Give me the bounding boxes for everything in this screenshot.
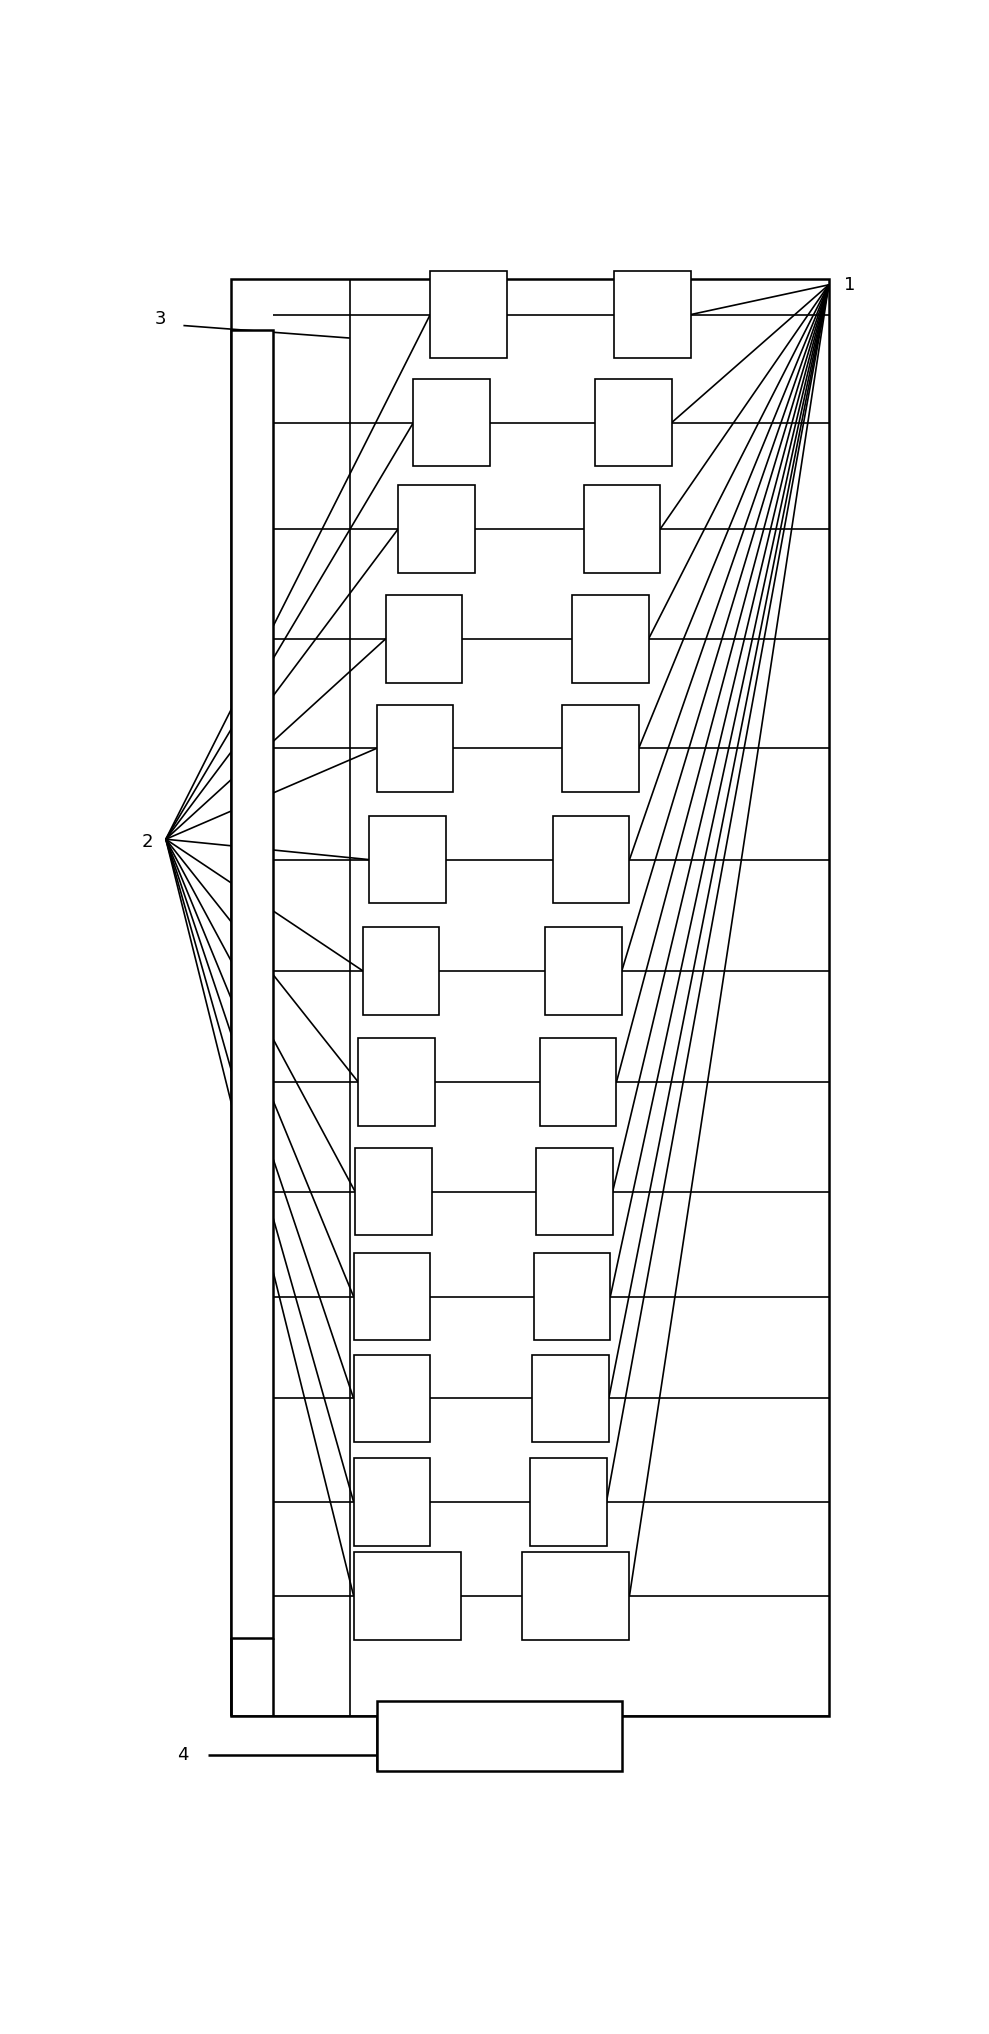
Bar (369, 816, 446, 903)
Bar (354, 1458, 430, 1546)
Bar (355, 1147, 432, 1235)
Bar (377, 704, 453, 791)
Bar (363, 928, 439, 1015)
Bar (398, 486, 475, 574)
Bar (540, 1037, 616, 1127)
Bar (358, 1037, 435, 1127)
Bar (595, 378, 672, 466)
Bar (545, 928, 622, 1015)
Text: 3: 3 (154, 311, 166, 327)
Bar (231, 330, 273, 1637)
Bar (532, 1355, 609, 1442)
Bar (377, 1700, 622, 1772)
Bar (584, 486, 661, 574)
Bar (231, 279, 829, 1717)
Bar (430, 271, 507, 358)
Bar (386, 594, 463, 683)
Text: 4: 4 (177, 1747, 189, 1763)
Bar (572, 594, 649, 683)
Bar (562, 704, 639, 791)
Bar (614, 271, 691, 358)
Bar (354, 1552, 461, 1639)
Text: 1: 1 (845, 277, 855, 293)
Bar (354, 1355, 430, 1442)
Bar (522, 1552, 630, 1639)
Bar (534, 1253, 610, 1340)
Bar (530, 1458, 606, 1546)
Bar (553, 816, 630, 903)
Text: 2: 2 (141, 834, 152, 852)
Bar (536, 1147, 612, 1235)
Bar (413, 378, 490, 466)
Bar (354, 1253, 430, 1340)
